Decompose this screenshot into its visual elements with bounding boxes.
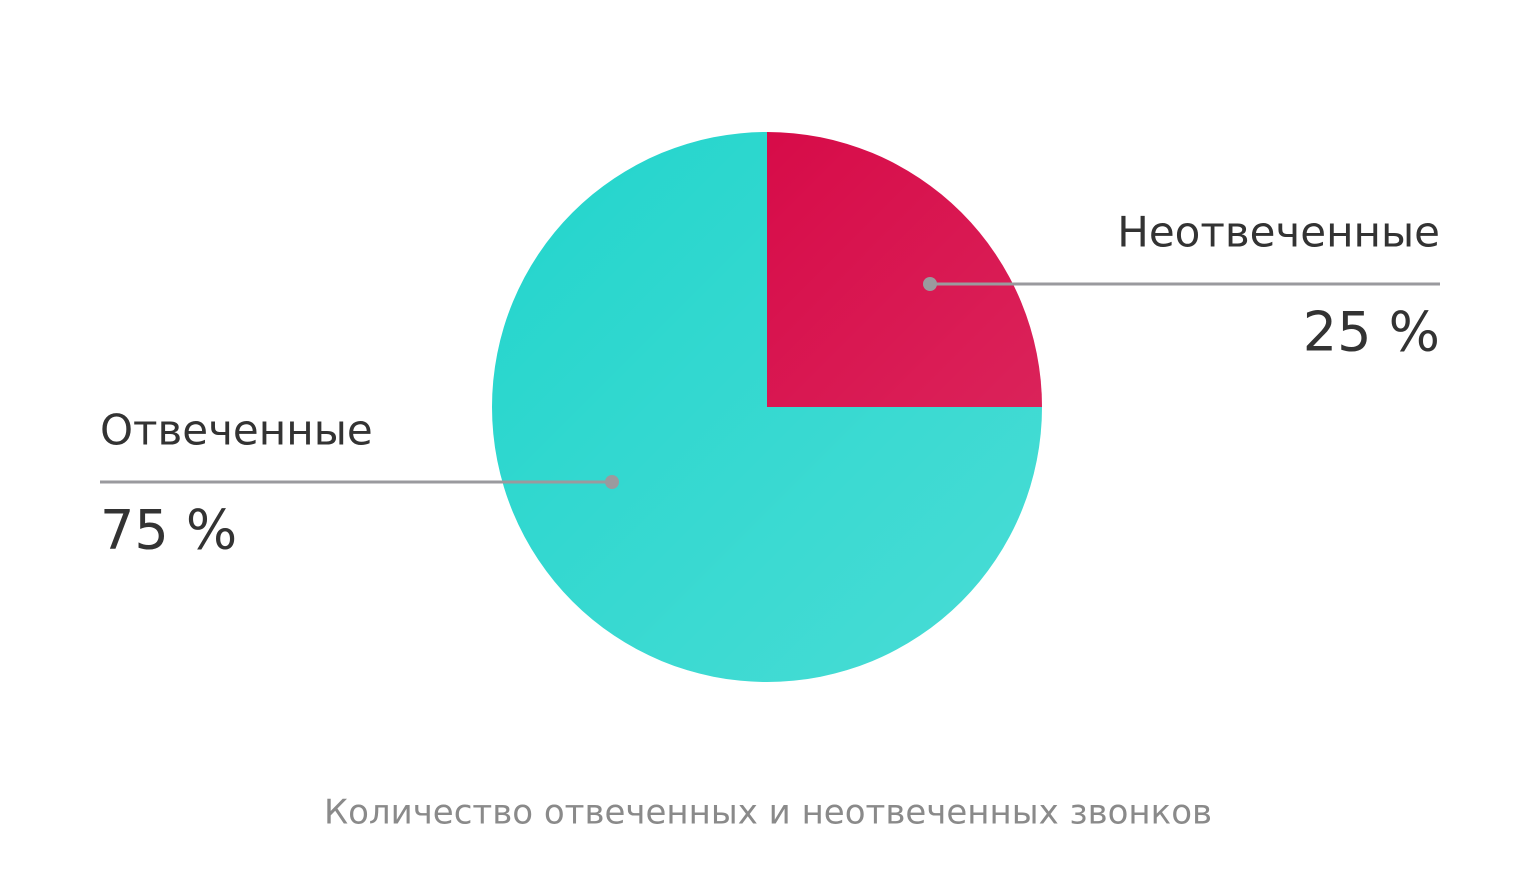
pie-slice: [767, 132, 1042, 407]
leader-dot: [923, 277, 937, 291]
value-label: 25 %: [1303, 301, 1440, 364]
value-label: 75 %: [100, 499, 237, 562]
category-label: Неотвеченные: [1117, 208, 1440, 257]
leader-dot: [605, 475, 619, 489]
chart-title: Количество отвеченных и неотвеченных зво…: [324, 793, 1212, 833]
category-label: Отвеченные: [100, 406, 373, 455]
